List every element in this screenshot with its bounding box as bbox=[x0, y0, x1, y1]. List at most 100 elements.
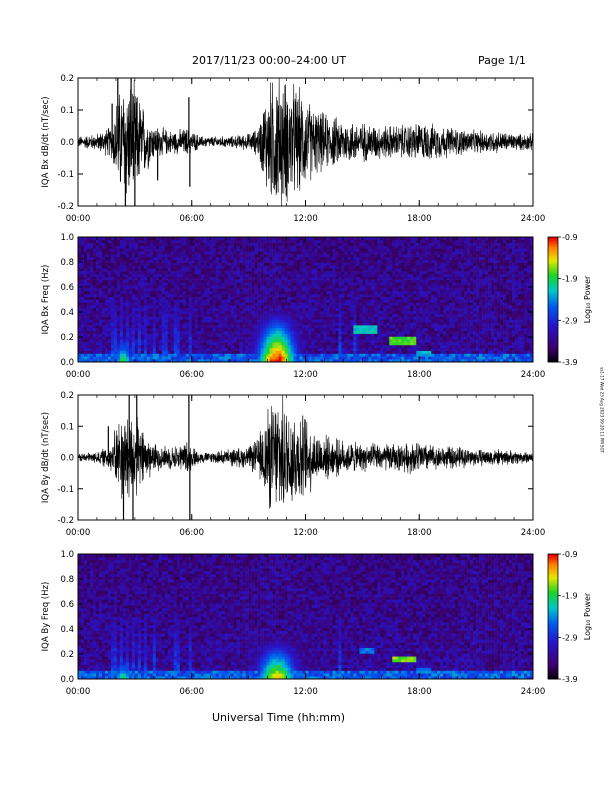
spectrogram-cell bbox=[389, 285, 393, 289]
spectrogram-cell bbox=[323, 347, 327, 351]
spectrogram-cell bbox=[296, 299, 300, 303]
spectrogram-cell bbox=[80, 350, 85, 354]
spectrogram-cell bbox=[317, 245, 321, 249]
spectrogram-cell bbox=[365, 285, 369, 289]
spectrogram-cell bbox=[353, 356, 357, 360]
spectrogram-cell bbox=[167, 356, 172, 360]
spectrogram-cell bbox=[302, 265, 306, 269]
spectrogram-cell bbox=[371, 239, 375, 243]
spectrogram-cell bbox=[191, 299, 196, 303]
spectrogram-cell bbox=[224, 299, 228, 303]
spectrogram-cell bbox=[401, 333, 405, 337]
spectrogram-cell bbox=[386, 271, 390, 275]
spectrogram-cell bbox=[182, 288, 187, 292]
spectrogram-cell bbox=[212, 356, 216, 360]
spectrogram-cell bbox=[236, 256, 240, 261]
spectrogram-cell bbox=[365, 256, 369, 261]
spectrogram-cell bbox=[98, 344, 103, 349]
spectrogram-cell bbox=[83, 276, 88, 280]
spectrogram-cell bbox=[197, 288, 202, 292]
spectrogram-cell bbox=[92, 265, 97, 269]
spectrogram-cell bbox=[329, 239, 333, 243]
spectrogram-cell bbox=[398, 265, 402, 269]
spectrogram-cell bbox=[143, 299, 148, 303]
spectrogram-cell bbox=[104, 239, 109, 243]
spectrogram-cell bbox=[158, 339, 163, 343]
spectrogram-cell bbox=[188, 237, 193, 241]
spectrogram-cell bbox=[404, 254, 408, 258]
spectrogram-cell bbox=[245, 256, 249, 261]
spectrogram-cell bbox=[260, 271, 264, 275]
spectrogram-cell bbox=[404, 305, 408, 309]
spectrogram-cell bbox=[314, 285, 318, 289]
spectrogram-cell bbox=[78, 299, 82, 303]
spectrogram-cell bbox=[92, 268, 97, 272]
spectrogram-cell bbox=[119, 342, 124, 346]
spectrogram-cell bbox=[185, 237, 190, 241]
spectrogram-cell bbox=[92, 293, 97, 297]
spectrogram-cell bbox=[101, 313, 106, 317]
spectrogram-cell bbox=[146, 325, 151, 329]
spectrogram-cell bbox=[263, 342, 267, 346]
spectrogram-cell bbox=[221, 290, 225, 295]
spectrogram-cell bbox=[200, 353, 205, 357]
spectrogram-cell bbox=[161, 271, 166, 275]
spectrogram-cell bbox=[218, 237, 222, 241]
spectrogram-cell bbox=[350, 259, 354, 263]
spectrogram-cell bbox=[281, 316, 285, 320]
spectrogram-cell bbox=[290, 342, 294, 346]
spectrogram-cell bbox=[311, 339, 315, 343]
spectrogram-cell bbox=[104, 256, 109, 261]
spectrogram-cell bbox=[92, 282, 97, 286]
spectrogram-cell bbox=[131, 265, 136, 269]
spectrogram-cell bbox=[200, 285, 205, 289]
spectrogram-cell bbox=[197, 342, 202, 346]
spectrogram-cell bbox=[182, 347, 187, 351]
spectrogram-cell bbox=[215, 350, 219, 354]
spectrogram-cell bbox=[302, 237, 306, 241]
spectrogram-cell bbox=[176, 333, 181, 337]
spectrogram-cell bbox=[173, 248, 178, 252]
spectrogram-cell bbox=[185, 245, 190, 249]
spectrogram-cell bbox=[371, 285, 375, 289]
spectrogram-cell bbox=[350, 305, 354, 309]
spectrogram-cell bbox=[122, 268, 127, 272]
spectrogram-cell bbox=[380, 302, 384, 306]
spectrogram-cell bbox=[311, 237, 315, 241]
spectrogram-cell bbox=[296, 353, 300, 357]
spectrogram-cell bbox=[224, 245, 228, 249]
spectrogram-cell bbox=[173, 325, 178, 329]
spectrogram-cell bbox=[197, 299, 202, 303]
spectrogram-cell bbox=[332, 350, 336, 354]
spectrogram-cell bbox=[188, 242, 193, 246]
spectrogram-cell bbox=[323, 290, 327, 295]
spectrogram-cell bbox=[323, 313, 327, 317]
spectrogram-cell bbox=[185, 350, 190, 354]
spectrogram-cell bbox=[401, 282, 405, 286]
spectrogram-cell bbox=[152, 239, 157, 243]
spectrogram-cell bbox=[335, 268, 339, 272]
spectrogram-cell bbox=[80, 268, 85, 272]
spectrogram-cell bbox=[251, 282, 255, 286]
spectrogram-cell bbox=[404, 302, 408, 306]
spectrogram-cell bbox=[203, 242, 208, 246]
spectrogram-cell bbox=[206, 310, 211, 314]
spectrogram-cell bbox=[341, 347, 345, 351]
spectrogram-cell bbox=[407, 237, 411, 241]
spectrogram-cell bbox=[401, 268, 405, 272]
spectrogram-cell bbox=[335, 359, 339, 363]
spectrogram-cell bbox=[140, 308, 145, 312]
spectrogram-cell bbox=[359, 242, 363, 246]
spectrogram-cell bbox=[332, 356, 336, 360]
spectrogram-cell bbox=[359, 276, 363, 280]
spectrogram-cell bbox=[200, 339, 205, 343]
spectrogram-cell bbox=[80, 251, 85, 255]
spectrogram-cell bbox=[134, 322, 139, 326]
spectrogram-cell bbox=[272, 293, 276, 297]
spectrogram-cell bbox=[92, 299, 97, 303]
spectrogram-cell bbox=[224, 262, 228, 266]
spectrogram-cell bbox=[209, 273, 213, 278]
spectrogram-cell bbox=[188, 322, 193, 326]
spectrogram-cell bbox=[317, 359, 321, 363]
